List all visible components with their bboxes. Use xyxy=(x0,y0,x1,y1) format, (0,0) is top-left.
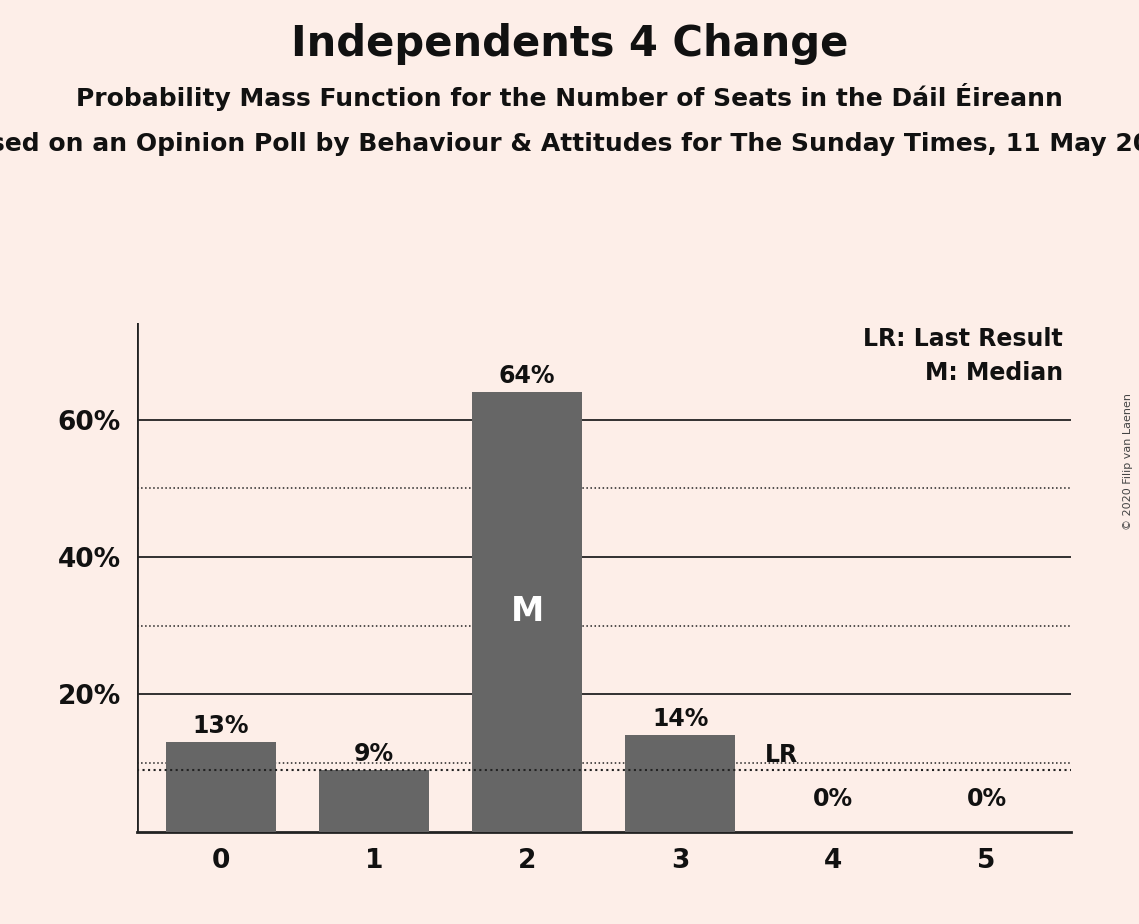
Text: 0%: 0% xyxy=(966,787,1007,811)
Bar xyxy=(625,736,736,832)
Text: © 2020 Filip van Laenen: © 2020 Filip van Laenen xyxy=(1123,394,1133,530)
Text: LR: Last Result: LR: Last Result xyxy=(863,327,1063,351)
Bar xyxy=(319,770,429,832)
Text: 14%: 14% xyxy=(652,708,708,731)
Text: 0%: 0% xyxy=(813,787,853,811)
Text: 64%: 64% xyxy=(499,364,556,388)
Bar xyxy=(472,392,582,832)
Text: Probability Mass Function for the Number of Seats in the Dáil Éireann: Probability Mass Function for the Number… xyxy=(76,83,1063,111)
Text: 13%: 13% xyxy=(192,714,249,738)
Text: M: Median: M: Median xyxy=(925,361,1063,385)
Text: M: M xyxy=(510,595,543,628)
Text: LR: LR xyxy=(764,743,797,767)
Text: 9%: 9% xyxy=(354,742,394,766)
Bar xyxy=(166,742,276,832)
Text: Based on an Opinion Poll by Behaviour & Attitudes for The Sunday Times, 11 May 2: Based on an Opinion Poll by Behaviour & … xyxy=(0,132,1139,156)
Text: Independents 4 Change: Independents 4 Change xyxy=(290,23,849,65)
